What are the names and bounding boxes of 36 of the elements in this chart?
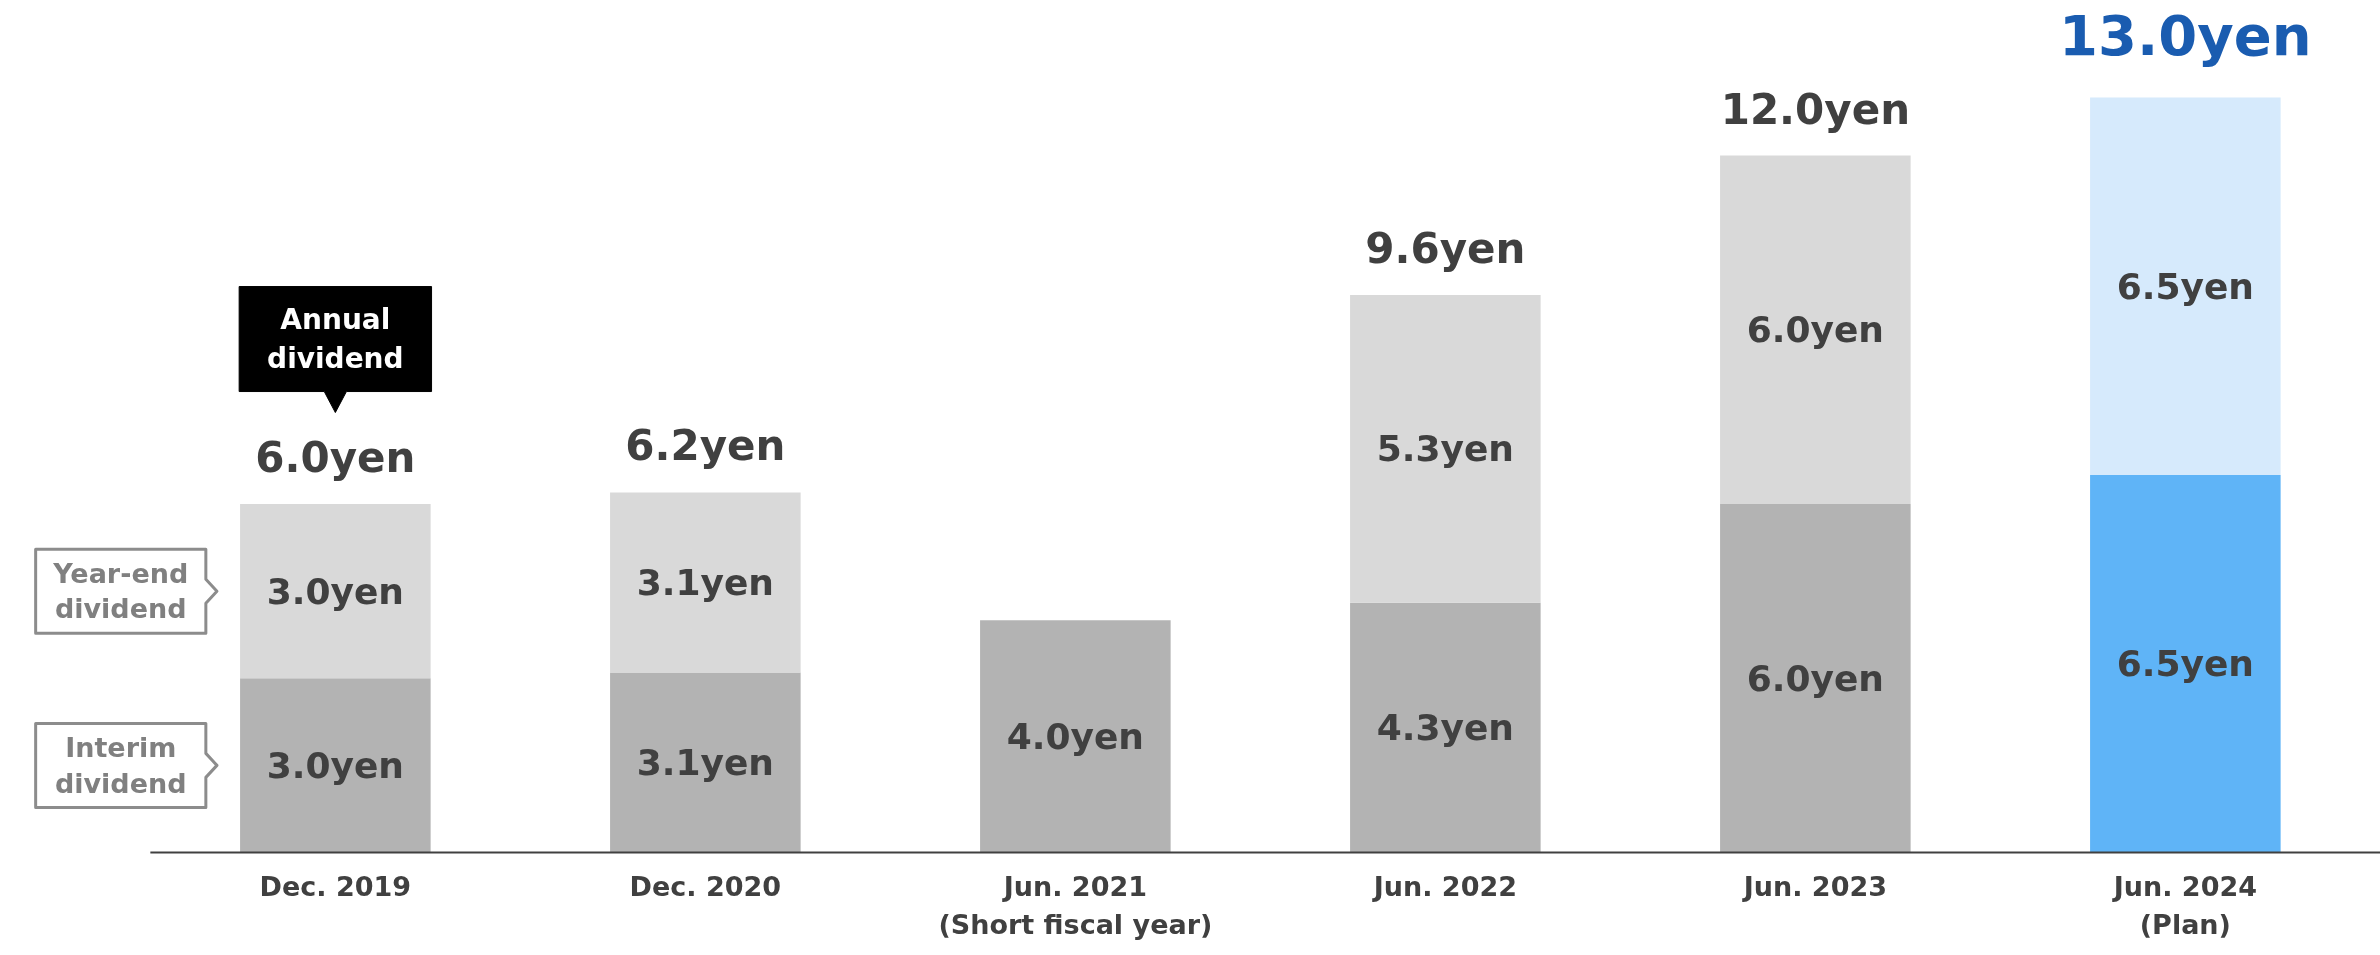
series-label: Year-end dividend: [52, 557, 189, 625]
data-label: 4.3yen: [1376, 707, 1514, 749]
total-label: 13.0yen: [2059, 2, 2312, 68]
total-label: 6.0yen: [255, 433, 416, 483]
data-label: 6.0yen: [1746, 657, 1884, 699]
bar: [1720, 504, 1911, 853]
series-label: Interim dividend: [54, 732, 187, 799]
total-label: 12.0yen: [1720, 84, 1911, 134]
bar: [1350, 294, 1541, 603]
x-tick-label: Jun. 2024 (Plan): [2111, 870, 2257, 941]
x-tick-label: Dec. 2020: [629, 870, 782, 902]
total-label: 9.6yen: [1365, 223, 1526, 273]
data-label: 6.5yen: [2116, 643, 2254, 685]
bar: [240, 678, 431, 853]
data-label: 3.0yen: [266, 744, 404, 786]
bar: [610, 492, 801, 673]
bar: [240, 504, 431, 679]
data-label: 6.0yen: [1746, 309, 1884, 351]
x-tick-label: Jun. 2021 (Short fiscal year): [938, 870, 1213, 941]
x-tick-label: Dec. 2019: [259, 870, 412, 902]
annotation: Annual dividend: [267, 302, 404, 376]
bar: [1720, 155, 1911, 505]
data-label: 3.0yen: [266, 570, 404, 612]
x-tick-label: Jun. 2023: [1741, 870, 1887, 902]
bar: [1350, 602, 1541, 853]
data-label: 6.5yen: [2116, 265, 2254, 307]
bar: [2090, 475, 2281, 853]
data-label: 4.0yen: [1006, 715, 1144, 757]
bar: [2090, 97, 2281, 475]
data-label: 3.1yen: [636, 561, 774, 603]
bar: [980, 620, 1171, 853]
total-label: 6.2yen: [625, 421, 786, 471]
data-label: 3.1yen: [636, 741, 774, 783]
data-label: 5.3yen: [1376, 428, 1514, 470]
x-tick-label: Jun. 2022: [1371, 870, 1517, 902]
bar: [610, 672, 801, 853]
